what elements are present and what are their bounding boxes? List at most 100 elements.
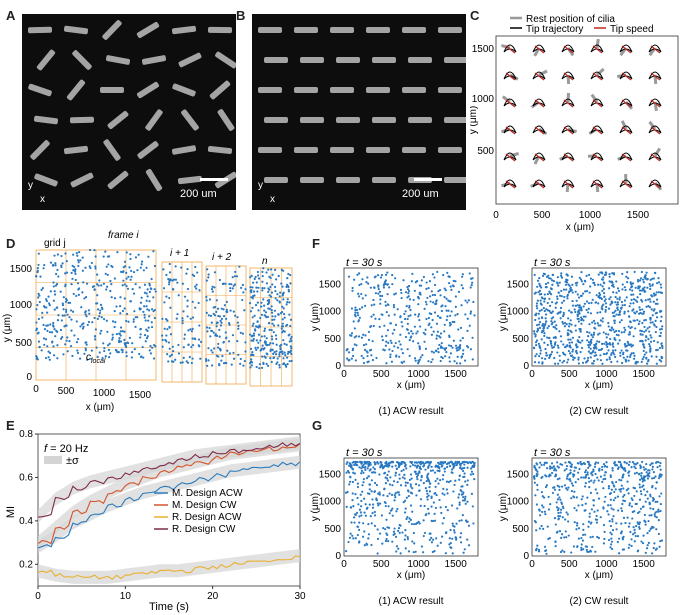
scatter-point [557,346,560,349]
scatter-point [648,475,651,478]
particle [48,304,51,307]
cilium-rod [330,87,354,93]
scatter-point [403,465,407,468]
cilia-trajectory [561,179,575,188]
scatter-point [426,476,429,479]
scatter-point [441,492,444,495]
scatter-point [356,525,359,528]
particle [250,339,253,342]
scatter-point [350,464,353,467]
scatter-point [551,279,554,282]
scatter-point [628,460,631,463]
cilia-trajectory [503,125,517,134]
scatter-point [655,325,658,329]
scatter-point [601,480,604,484]
scatter-point [649,527,652,530]
scatter-point [548,309,551,313]
particle [70,329,73,332]
scatter-point [459,339,462,342]
scatter-point [375,483,379,487]
cilium-rod [444,117,466,123]
scatter-point [588,343,592,346]
scatter-point [593,326,596,329]
scatter-point [585,290,589,293]
particle [229,289,232,293]
scatter-point [556,282,559,285]
particle [43,263,46,267]
particle [214,334,217,337]
scatter-point [614,349,617,352]
scatter-point [541,495,544,498]
scatter-point [424,300,428,304]
particle [67,301,70,304]
cilium-rod [408,117,432,123]
particle [276,293,279,296]
scatter-point [584,502,587,505]
particle [61,336,64,339]
scatter-point [655,355,658,358]
scatter-point [398,477,401,480]
scatter-point [395,510,398,513]
particle [66,350,69,353]
scatter-point [618,478,621,481]
particle [82,281,85,284]
particle [273,285,277,289]
scatter-point [607,325,610,328]
scatter-point [571,299,574,303]
scatter-point [378,502,382,505]
scatter-point [631,289,634,292]
scatter-point [611,311,614,314]
scatter-point [413,289,416,292]
scatter-point [568,345,571,348]
scatter-point [650,355,653,358]
scatter-point [461,461,464,464]
scatter-point [407,292,410,295]
scatter-point [400,460,403,464]
scatter-point [399,333,402,336]
scatter-point [643,286,646,289]
scatter-point [373,524,377,527]
scatter-point [558,496,561,499]
particle [169,333,173,336]
scatter-point [643,519,646,523]
scatter-point [627,525,631,528]
particle [213,347,216,350]
particle [252,281,255,284]
particle [188,355,191,359]
cilia-trajectory [648,71,662,80]
scatter-point [566,295,569,298]
scatter-point [601,289,604,293]
scatter-point [408,306,411,309]
particle [177,352,181,355]
scatter-ytick: 500 [324,334,341,345]
scatter-point [406,481,409,484]
scatter-point [616,360,619,363]
scatter-point [604,477,607,480]
scatter-point [400,296,403,300]
scatter-point [641,321,644,325]
particle [113,325,116,329]
scatter-point [537,323,541,326]
particle [198,289,201,292]
scatter-point [344,550,348,553]
scatter-point [576,293,579,296]
scatter-point [388,483,392,486]
scatter-point [640,289,644,292]
scatter-point [626,277,630,280]
scatter-point [539,284,542,287]
scatter-point [399,484,403,487]
axis-x-a: x [40,194,45,205]
scatter-point [585,308,588,312]
scatter-point [535,547,538,550]
particle [259,316,262,320]
particle [222,314,226,318]
particle [275,343,278,346]
particle [168,355,171,358]
scatter-point [395,467,398,470]
scatter-point [362,481,365,484]
scatter-point [636,296,639,299]
particle [82,325,85,328]
scatter-point [433,293,437,297]
scatter-point [646,477,650,480]
scatter-point [647,360,650,363]
